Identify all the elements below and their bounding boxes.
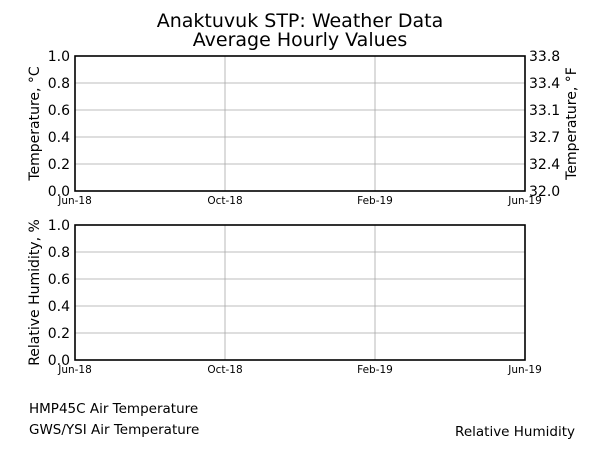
- plot2-y-tick-label: 0.2: [48, 326, 70, 342]
- plot2-y-tick-label: 0.0: [48, 353, 70, 369]
- chart-title: Anaktuvuk STP: Weather Data: [156, 10, 444, 32]
- plot1-y-right-tick-label: 32.4: [529, 157, 560, 173]
- plot1-frame: [74, 55, 526, 192]
- plot1-x-tick-label: Feb-19: [357, 195, 393, 207]
- legend-rh: Relative Humidity: [455, 424, 575, 440]
- plot2-y-tick-label: 0.8: [48, 245, 70, 261]
- plot1-y-right-tick-label: 33.4: [529, 76, 560, 92]
- plot2-y-tick-label: 0.4: [48, 299, 70, 315]
- chart-subtitle: Average Hourly Values: [192, 29, 408, 51]
- plot2-frame: [74, 224, 526, 361]
- plot2-x-tick-label: Jun-19: [507, 364, 542, 376]
- legend-gws: GWS/YSI Air Temperature: [29, 422, 200, 438]
- plot1-y-tick-label: 0.8: [48, 76, 70, 92]
- plot1-y-axis-label-right: Temperature, °F: [564, 67, 580, 181]
- plot1-y-tick-label: 0.4: [48, 130, 70, 146]
- plot1-y-tick-label: 0.6: [48, 103, 70, 119]
- plot1-x-tick-label: Jun-18: [57, 195, 92, 207]
- plot1-y-right-tick-label: 33.8: [529, 49, 560, 65]
- plot2-y-tick-label: 1.0: [48, 218, 70, 234]
- plot2-x-tick-label: Jun-18: [57, 364, 92, 376]
- plot2-x-tick-label: Oct-18: [207, 364, 242, 376]
- plot1-x-tick-label: Oct-18: [207, 195, 242, 207]
- legend-hmp45c: HMP45C Air Temperature: [29, 401, 199, 417]
- plot1-y-tick-label: 0.2: [48, 157, 70, 173]
- plot2-x-tick-label: Feb-19: [357, 364, 393, 376]
- plot1-y-right-tick-label: 33.1: [529, 103, 560, 119]
- plot1-y-right-tick-label: 32.7: [529, 130, 560, 146]
- plot1-x-tick-label: Jun-19: [507, 195, 542, 207]
- plot1-y-tick-label: 0.0: [48, 184, 70, 200]
- plot2-y-axis-label: Relative Humidity, %: [27, 219, 43, 366]
- plot1-y-axis-label: Temperature, °C: [27, 66, 43, 182]
- plot2-y-tick-label: 0.6: [48, 272, 70, 288]
- plot1-y-tick-label: 1.0: [48, 49, 70, 65]
- plot1-y-right-tick-label: 32.0: [529, 184, 560, 200]
